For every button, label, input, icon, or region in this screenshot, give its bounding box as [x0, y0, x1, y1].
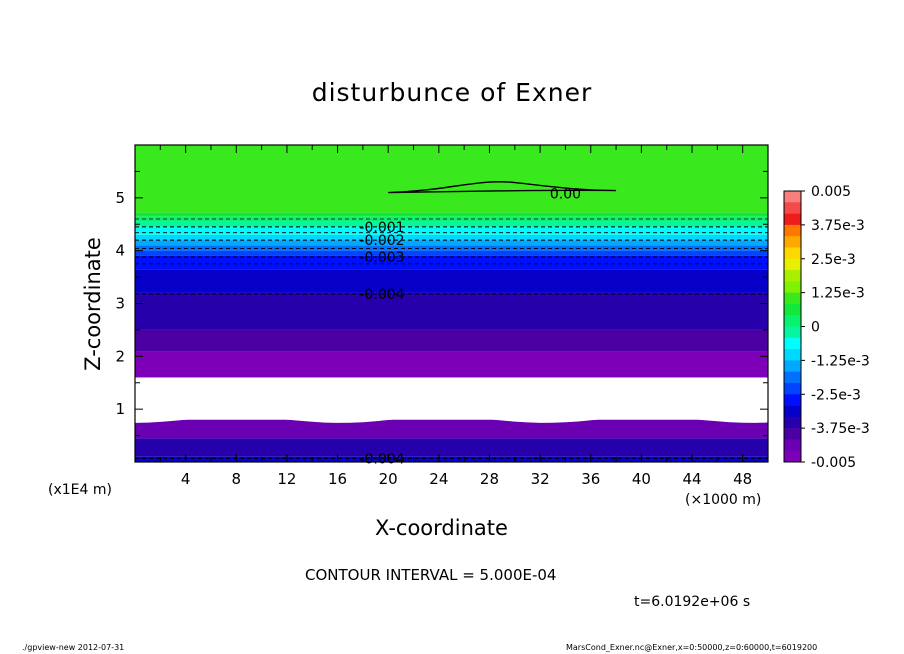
contour-label-3: -0.003: [359, 250, 404, 266]
fill-layer-11: [135, 240, 768, 246]
fill-layer-4: [135, 351, 768, 378]
contour-label-0: 0.00: [550, 187, 581, 203]
fill-layer-16: [135, 212, 768, 217]
colorbar-swatch-22: [784, 439, 801, 452]
colorbar-label-5: -1.25e-3: [811, 353, 870, 369]
footer-right: MarsCond_Exner.nc@Exner,x=0:50000,z=0:60…: [566, 643, 818, 652]
footer-left: ./gpview-new 2012-07-31: [22, 643, 125, 652]
fill-layer-17: [135, 145, 768, 213]
x-tick-label-24: 24: [429, 470, 448, 488]
colorbar-swatch-10: [784, 303, 801, 316]
contour-interval: CONTOUR INTERVAL = 5.000E-04: [305, 566, 557, 584]
colorbar-label-6: -2.5e-3: [811, 387, 861, 403]
colorbar-swatch-3: [784, 224, 801, 237]
colorbar-swatch-20: [784, 416, 801, 429]
contour-label-4: -0.004: [359, 287, 404, 303]
colorbar-swatch-1: [784, 202, 801, 214]
page-title: disturbunce of Exner: [311, 78, 593, 107]
time-label: t=6.0192e+06 s: [634, 594, 751, 610]
y-tick-label-2: 2: [115, 347, 125, 365]
y-axis-unit: (x1E4 m): [48, 482, 112, 498]
contour-line-0: [388, 181, 617, 194]
x-tick-label-12: 12: [277, 470, 296, 488]
contour-fill-layers: [135, 145, 768, 462]
fill-layer-10: [135, 245, 768, 251]
x-axis-unit: (×1000 m): [685, 492, 762, 508]
x-axis-ticks: 4 8 12 16 20 24 28 32 36 40 44 48: [159, 145, 752, 488]
contour-label-5: -0.004: [359, 451, 404, 467]
colorbar-swatch-18: [784, 394, 801, 406]
colorbar-swatch-21: [784, 428, 801, 440]
colorbar-label-2: 2.5e-3: [811, 252, 856, 268]
colorbar-label-7: -3.75e-3: [811, 421, 870, 437]
x-tick-label-8: 8: [232, 470, 242, 488]
fill-layer-0: [135, 456, 768, 462]
colorbar-swatch-4: [784, 236, 801, 248]
x-tick-label-4: 4: [181, 470, 191, 488]
fill-layer-12: [135, 234, 768, 241]
y-tick-label-5: 5: [115, 189, 125, 207]
colorbar-swatch-15: [784, 360, 801, 372]
fill-layer-13: [135, 226, 768, 235]
fill-layer-9: [135, 250, 768, 256]
fill-layer-8: [135, 255, 768, 270]
fill-layer-1: [135, 438, 768, 457]
x-tick-label-32: 32: [531, 470, 550, 488]
fill-layer-3: [135, 377, 768, 420]
fill-layer-5: [135, 329, 768, 352]
fill-layer-2: [135, 416, 768, 439]
colorbar-swatch-23: [784, 450, 801, 463]
x-tick-label-48: 48: [733, 470, 752, 488]
colorbar-swatch-19: [784, 405, 801, 418]
colorbar-label-4: 0: [811, 320, 820, 336]
fill-layer-14: [135, 221, 768, 227]
colorbar-label-1: 3.75e-3: [811, 218, 865, 234]
y-tick-label-3: 3: [115, 295, 125, 313]
x-tick-label-36: 36: [581, 470, 600, 488]
contour-lines: [135, 181, 768, 459]
contour-labels: 0.00 -0.001-0.002-0.003 -0.004 -0.004: [359, 187, 581, 468]
fill-layer-6: [135, 292, 768, 330]
colorbar-swatch-6: [784, 258, 801, 271]
x-tick-label-44: 44: [682, 470, 701, 488]
colorbar-swatch-8: [784, 281, 801, 293]
x-tick-label-40: 40: [632, 470, 651, 488]
colorbar-swatch-5: [784, 247, 801, 260]
contour-label-2: -0.002: [359, 233, 404, 249]
colorbar-label-3: 1.25e-3: [811, 286, 865, 302]
colorbar-swatch-9: [784, 292, 801, 305]
fill-layer-7: [135, 269, 768, 293]
x-axis-label: X-coordinate: [375, 516, 508, 540]
y-axis-label: Z-coordinate: [81, 237, 105, 371]
x-tick-label-16: 16: [328, 470, 347, 488]
x-tick-label-20: 20: [379, 470, 398, 488]
y-tick-label-4: 4: [115, 242, 125, 260]
colorbar: 0.005 3.75e-3 2.5e-3 1.25e-3 0 -1.25e-3 -2.5e-…: [783, 184, 870, 471]
colorbar-swatch-12: [784, 326, 801, 339]
colorbar-label-8: -0.005: [811, 455, 856, 471]
colorbar-swatch-16: [784, 371, 801, 384]
colorbar-swatch-17: [784, 382, 801, 395]
x-tick-label-28: 28: [480, 470, 499, 488]
colorbar-swatch-11: [784, 315, 801, 327]
colorbar-swatch-13: [784, 337, 801, 350]
colorbar-swatch-2: [784, 213, 801, 226]
colorbar-swatch-0: [784, 191, 801, 203]
colorbar-swatch-14: [784, 349, 801, 361]
y-tick-label-1: 1: [115, 400, 125, 418]
colorbar-swatch-7: [784, 270, 801, 282]
y-axis-ticks: 1 2 3 4 5: [115, 170, 768, 437]
contour-label-1: -0.001: [359, 220, 404, 236]
colorbar-label-0: 0.005: [811, 184, 851, 200]
